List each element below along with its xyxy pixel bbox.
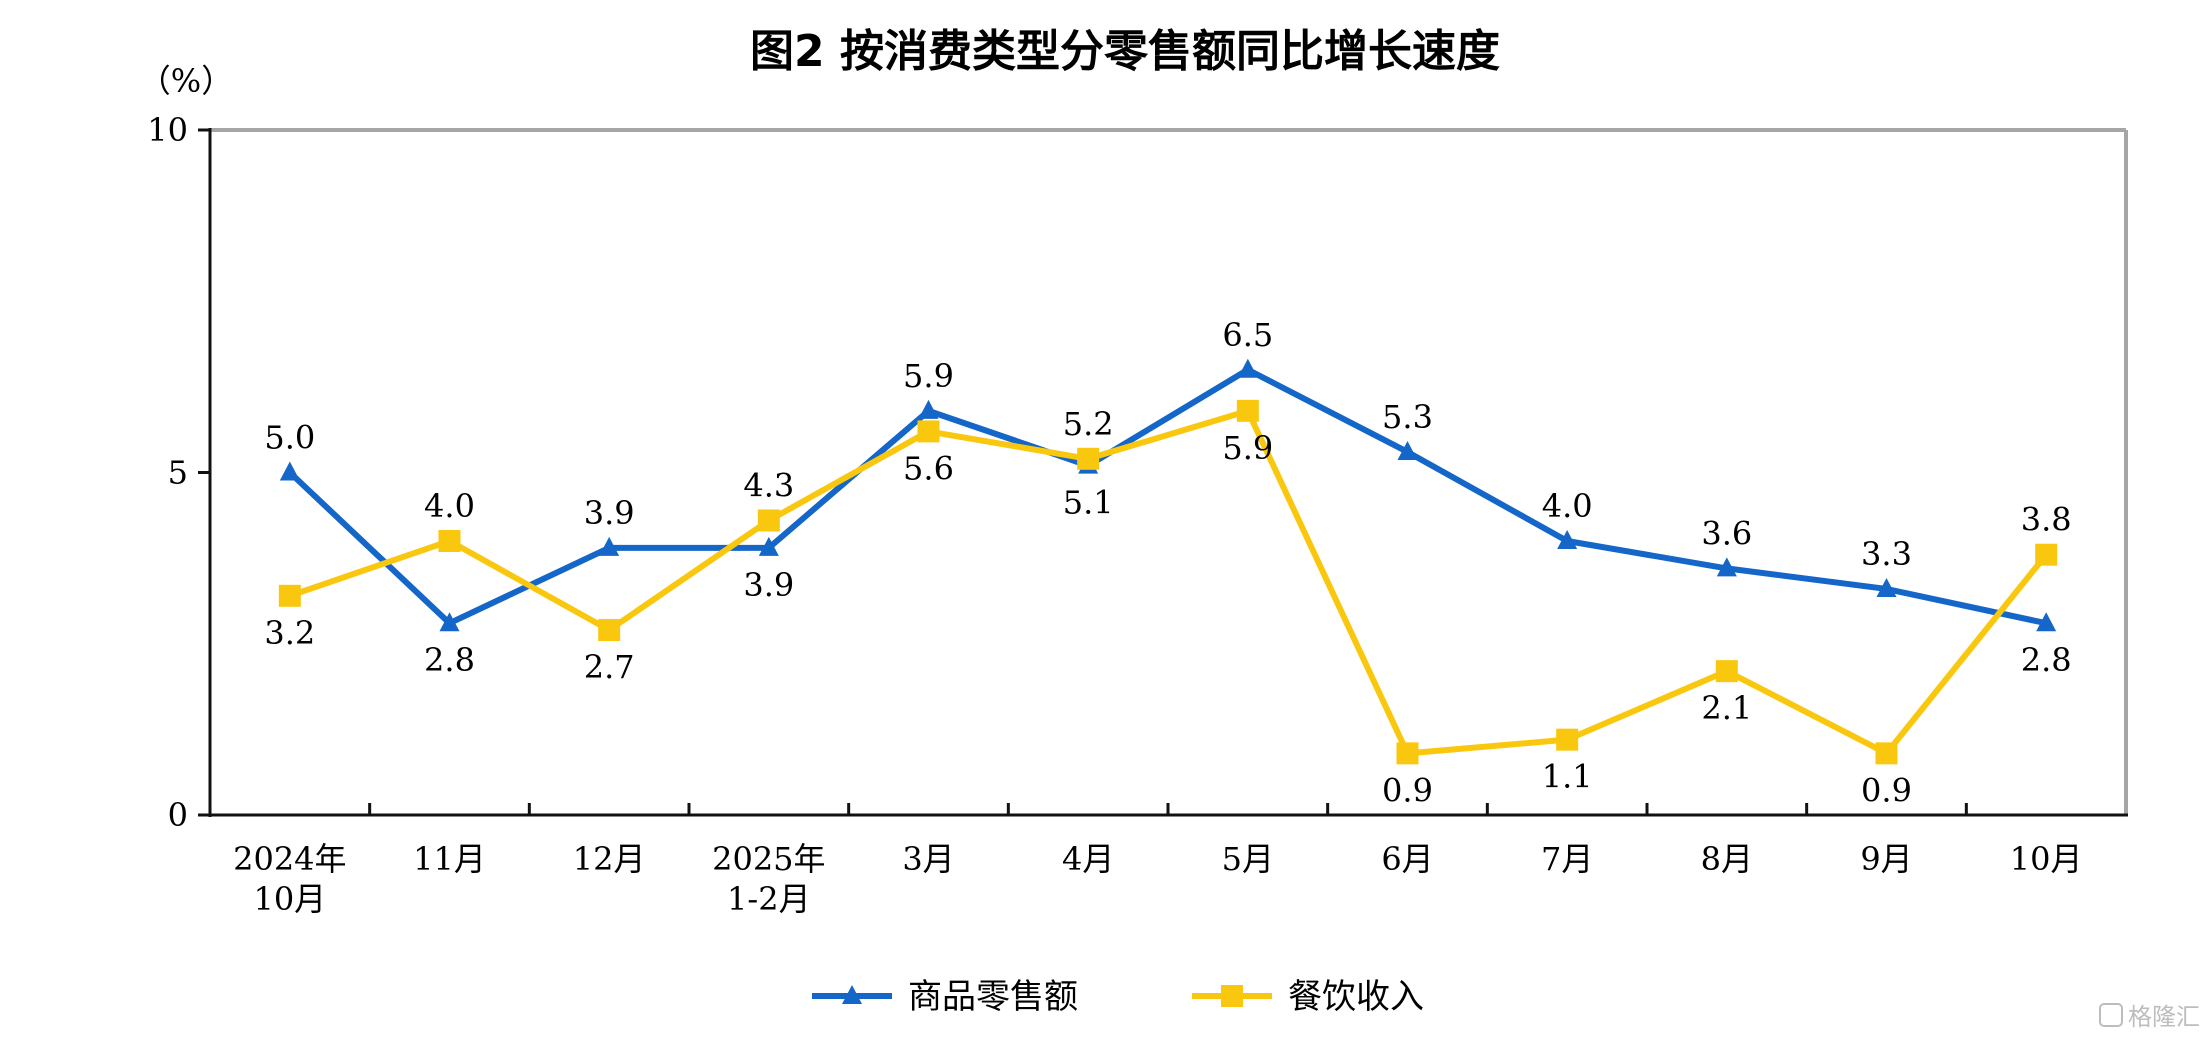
data-point-triangle (758, 536, 779, 556)
data-label: 3.8 (2021, 501, 2072, 539)
x-tick-label: 10月 (253, 880, 326, 918)
x-tick-label: 2025年 (712, 840, 825, 878)
x-tick-label: 4月 (1062, 840, 1114, 878)
data-label: 5.0 (264, 419, 315, 457)
data-label: 3.9 (584, 494, 635, 532)
data-point-square (438, 530, 461, 552)
data-point-square (1556, 728, 1579, 751)
data-point-triangle (918, 399, 939, 419)
legend-item: 商品零售额 (812, 977, 1078, 1017)
x-tick-label: 5月 (1222, 840, 1274, 878)
data-label: 2.7 (584, 648, 635, 686)
data-label: 3.6 (1701, 514, 1752, 552)
y-tick-label: 10 (147, 111, 188, 149)
data-label: 5.2 (1063, 405, 1114, 443)
legend-label: 商品零售额 (908, 977, 1078, 1017)
data-point-square (598, 619, 621, 642)
x-tick-label: 11月 (413, 840, 486, 878)
data-point-square (278, 584, 301, 607)
data-label: 3.3 (1861, 535, 1912, 573)
data-label: 2.8 (2021, 641, 2072, 679)
y-tick-label: 0 (168, 796, 188, 834)
legend-square-icon (1221, 985, 1243, 1007)
data-label: 5.1 (1063, 484, 1114, 522)
data-label: 1.1 (1542, 758, 1593, 796)
data-label: 2.8 (424, 641, 475, 679)
data-label: 6.5 (1222, 316, 1273, 354)
legend-item: 餐饮收入 (1192, 977, 1424, 1017)
x-tick-label: 3月 (902, 840, 954, 878)
x-tick-label: 8月 (1701, 840, 1753, 878)
data-point-triangle (279, 461, 300, 481)
data-label: 5.6 (903, 449, 954, 487)
x-tick-label: 12月 (573, 840, 646, 878)
data-label: 5.9 (1222, 429, 1273, 467)
x-tick-label: 6月 (1381, 840, 1433, 878)
data-point-square (1236, 399, 1259, 422)
legend-triangle-icon (842, 985, 862, 1004)
data-point-triangle (1237, 358, 1258, 378)
data-point-triangle (599, 536, 620, 556)
data-point-square (1875, 742, 1898, 765)
x-tick-label: 9月 (1860, 840, 1912, 878)
data-point-square (1077, 447, 1100, 470)
data-label: 4.0 (1542, 487, 1593, 525)
watermark-text: 格隆汇 (2128, 1003, 2200, 1031)
chart-title: 图2 按消费类型分零售额同比增长速度 (750, 26, 1500, 77)
data-point-square (917, 420, 940, 443)
x-tick-label: 2024年 (233, 840, 346, 878)
y-axis-unit: （%） (139, 62, 233, 100)
series-1: 5.0 2.8 3.9 3.9 5.9 5.1 6.5 5.3 4.0 3.6 3.3 2.8 (264, 316, 2071, 679)
data-label: 3.2 (264, 614, 315, 652)
x-tick-label: 1-2月 (727, 880, 811, 918)
data-point-triangle (1716, 557, 1737, 577)
data-point-square (757, 509, 780, 532)
watermark-logo-icon (2099, 1003, 2123, 1027)
legend-label: 餐饮收入 (1288, 977, 1424, 1017)
data-label: 4.3 (743, 466, 794, 504)
data-label: 5.3 (1382, 398, 1433, 436)
data-label: 5.9 (903, 357, 954, 395)
data-point-square (2035, 543, 2058, 566)
data-point-triangle (439, 612, 460, 632)
x-tick-label: 10月 (2010, 840, 2083, 878)
legend: 商品零售额 餐饮收入 (812, 977, 1424, 1017)
data-label: 2.1 (1701, 689, 1752, 727)
data-point-square (1715, 660, 1738, 683)
y-tick-label: 5 (168, 454, 188, 492)
data-point-triangle (1397, 440, 1418, 460)
data-point-triangle (2036, 612, 2057, 632)
data-label: 4.0 (424, 487, 475, 525)
series-layer: 5.0 2.8 3.9 3.9 5.9 5.1 6.5 5.3 4.0 3.6 3.3 2.8 3.2 4… (264, 316, 2071, 810)
series-line (287, 366, 2047, 627)
data-point-square (1396, 742, 1419, 765)
data-point-triangle (1557, 530, 1578, 549)
series-line (288, 407, 2049, 757)
data-label: 3.9 (743, 566, 794, 604)
watermark: 格隆汇 (2099, 1003, 2200, 1031)
data-label: 0.9 (1382, 771, 1433, 809)
series-2: 3.2 4.0 2.7 4.3 5.6 5.2 5.9 0.9 1.1 2.1 0.9 3.8 (264, 399, 2072, 809)
x-tick-label: 7月 (1541, 840, 1593, 878)
data-point-triangle (1876, 577, 1897, 597)
data-label: 0.9 (1861, 771, 1912, 809)
